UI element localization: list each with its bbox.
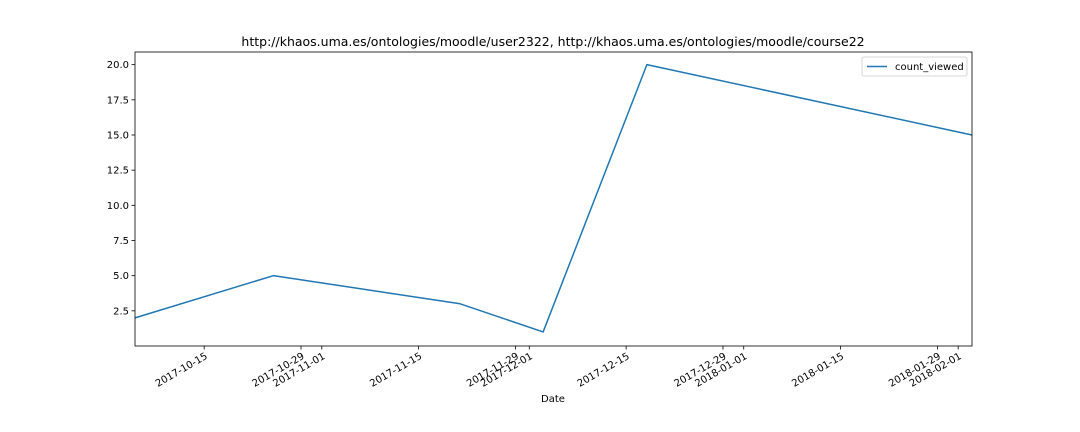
legend-label: count_viewed <box>895 62 964 73</box>
x-tick-label: 2018-01-15 <box>790 351 846 390</box>
y-tick-label: 20.0 <box>107 60 129 71</box>
series-layer <box>134 63 973 333</box>
series-line-count_viewed <box>134 63 973 333</box>
y-tick-label: 5.0 <box>113 271 129 282</box>
y-tick-label: 7.5 <box>113 236 129 247</box>
y-tick-label: 12.5 <box>107 166 129 177</box>
y-tick-label: 10.0 <box>107 201 129 212</box>
y-tick-label: 17.5 <box>107 95 129 106</box>
plot-frame <box>134 51 973 347</box>
legend: count_viewed <box>861 56 968 77</box>
chart-title: http://khaos.uma.es/ontologies/moodle/us… <box>241 34 864 49</box>
x-tick-label: 2017-11-15 <box>368 351 424 390</box>
y-tick-label: 15.0 <box>107 130 129 141</box>
y-tick-label: 2.5 <box>113 306 129 317</box>
plot-area <box>134 51 973 347</box>
legend-box <box>861 56 968 77</box>
x-axis-label: Date <box>541 394 565 405</box>
y-axis: 2.5 5.0 7.5 10.0 12.5 15.0 17.5 20.0 <box>107 60 135 317</box>
x-tick-label: 2017-12-15 <box>576 351 632 390</box>
x-tick-label: 2017-10-15 <box>154 351 210 390</box>
